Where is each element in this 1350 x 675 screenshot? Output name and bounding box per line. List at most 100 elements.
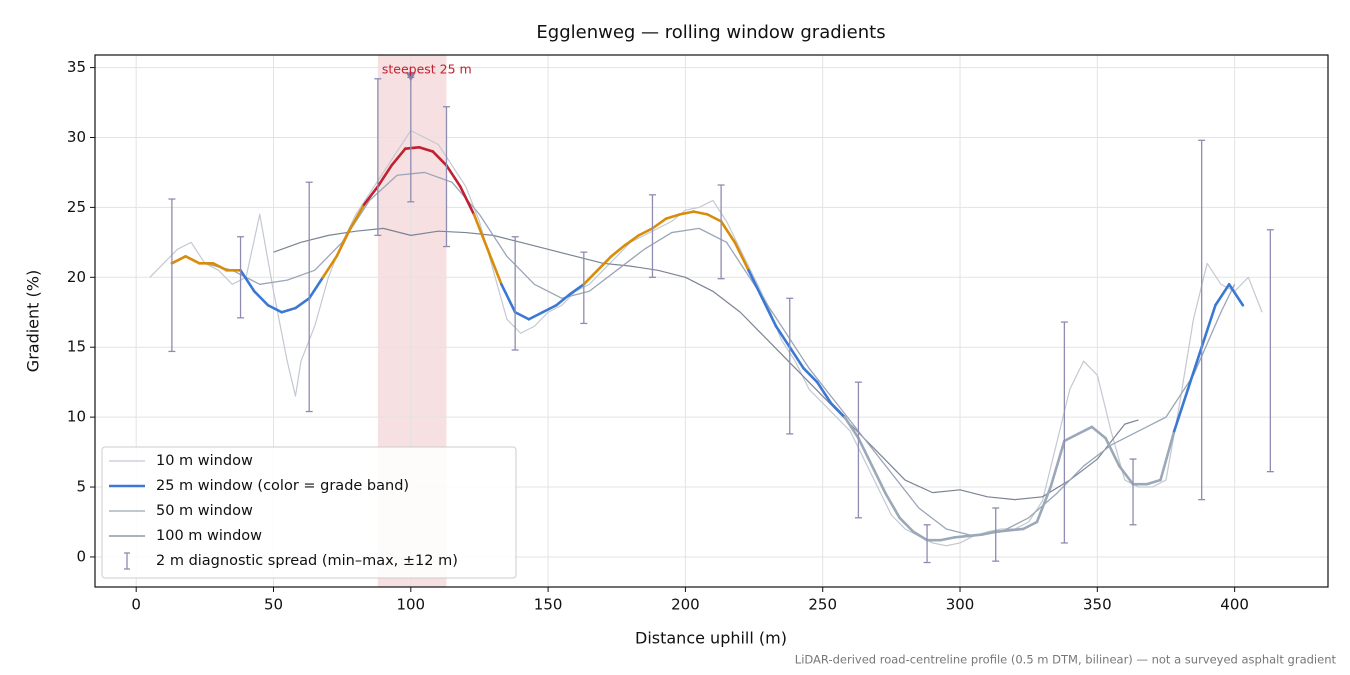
annotation: steepest 25 m bbox=[382, 62, 472, 77]
footnote: LiDAR-derived road-centreline profile (0… bbox=[795, 653, 1337, 667]
line-segment bbox=[1214, 282, 1231, 307]
line-segment bbox=[815, 380, 833, 405]
line-segment bbox=[390, 147, 407, 167]
y-tick-label: 0 bbox=[76, 547, 86, 565]
y-tick-label: 5 bbox=[76, 478, 86, 496]
line-segment bbox=[376, 164, 393, 188]
line-segment bbox=[1186, 345, 1203, 391]
line-segment bbox=[266, 303, 284, 314]
line-segment bbox=[1090, 425, 1107, 440]
x-tick-label: 150 bbox=[534, 596, 563, 614]
line-segment bbox=[582, 269, 599, 286]
line-segment bbox=[857, 436, 874, 468]
line-segment bbox=[184, 255, 201, 265]
line-segment bbox=[431, 150, 448, 167]
x-axis-label: Distance uphill (m) bbox=[635, 629, 787, 648]
line-segment bbox=[445, 164, 462, 188]
line-segment bbox=[1021, 520, 1039, 531]
line-segment bbox=[486, 248, 503, 286]
line bbox=[149, 129, 1263, 547]
line-segment bbox=[802, 366, 819, 384]
line-segment bbox=[623, 234, 641, 247]
line-segment bbox=[747, 269, 764, 300]
line-segment bbox=[417, 145, 435, 153]
line-segment bbox=[912, 530, 929, 542]
legend-label: 100 m window bbox=[156, 528, 262, 544]
line-segment bbox=[335, 227, 352, 258]
plot-frame bbox=[94, 54, 1329, 588]
line-segment bbox=[1049, 439, 1066, 489]
line-segment bbox=[788, 345, 805, 370]
x-tick-label: 100 bbox=[396, 596, 425, 614]
line-segment bbox=[761, 296, 778, 328]
steepest-marker bbox=[405, 72, 416, 82]
line-segment bbox=[280, 306, 297, 314]
line-segment bbox=[211, 262, 229, 272]
line-segment bbox=[170, 255, 187, 265]
y-axis-label: Gradient (%) bbox=[24, 270, 43, 372]
y-tick-label: 35 bbox=[67, 58, 86, 76]
line-segment bbox=[733, 241, 750, 272]
line-segment bbox=[1227, 282, 1245, 307]
line-segment bbox=[1172, 387, 1190, 433]
y-tick-label: 15 bbox=[67, 338, 86, 356]
line-segment bbox=[555, 292, 572, 307]
line-segment bbox=[692, 210, 709, 216]
line-segment bbox=[239, 269, 256, 293]
y-tick-label: 20 bbox=[67, 268, 86, 286]
line-segment bbox=[1008, 527, 1025, 532]
line-segment bbox=[472, 213, 489, 251]
line-segment bbox=[1076, 425, 1094, 436]
line-segment bbox=[500, 282, 517, 314]
y-tick-label: 25 bbox=[67, 198, 86, 216]
line-segment bbox=[568, 282, 586, 296]
line-segment bbox=[404, 145, 421, 150]
legend-label: 50 m window bbox=[156, 503, 253, 519]
line-segment bbox=[513, 310, 531, 321]
line-segment bbox=[966, 533, 984, 538]
x-tick-label: 0 bbox=[131, 596, 141, 614]
x-tick-label: 50 bbox=[264, 596, 283, 614]
line-segment bbox=[774, 324, 792, 349]
x-tick-label: 350 bbox=[1083, 596, 1112, 614]
line-segment bbox=[884, 492, 901, 520]
line-segment bbox=[1159, 429, 1176, 482]
y-tick-label: 30 bbox=[67, 128, 86, 146]
x-tick-label: 400 bbox=[1220, 596, 1249, 614]
line-segment bbox=[1200, 303, 1217, 349]
line-segment bbox=[664, 213, 682, 220]
line-segment bbox=[829, 401, 846, 419]
line bbox=[273, 227, 1139, 501]
line-segment bbox=[637, 227, 654, 237]
line-segment bbox=[458, 185, 476, 216]
line-segment bbox=[321, 255, 338, 279]
line-segment bbox=[678, 210, 695, 216]
line-segment bbox=[994, 529, 1011, 534]
x-tick-label: 250 bbox=[808, 596, 837, 614]
legend-label: 25 m window (color = grade band) bbox=[156, 478, 409, 494]
line-segment bbox=[349, 203, 366, 230]
line-segment bbox=[706, 213, 723, 223]
line-segment bbox=[980, 530, 998, 536]
line-segment bbox=[252, 289, 270, 307]
line-segment bbox=[1104, 436, 1121, 468]
line-segment bbox=[651, 217, 668, 230]
line-segment bbox=[527, 310, 544, 321]
line-segment bbox=[953, 534, 970, 539]
line-segment bbox=[843, 415, 860, 440]
legend-label: 2 m diagnostic spread (min–max, ±12 m) bbox=[156, 553, 458, 569]
x-tick-label: 200 bbox=[671, 596, 700, 614]
line-segment bbox=[1145, 478, 1162, 486]
legend-label: 10 m window bbox=[156, 453, 253, 469]
line-segment bbox=[307, 276, 325, 300]
y-tick-label: 10 bbox=[67, 408, 86, 426]
line-segment bbox=[609, 243, 627, 258]
line-segment bbox=[1035, 485, 1052, 524]
line-segment bbox=[294, 296, 311, 310]
legend-box bbox=[101, 446, 517, 579]
line-segment bbox=[870, 464, 888, 496]
line-segment bbox=[596, 255, 613, 272]
line-segment bbox=[362, 185, 380, 206]
line-segment bbox=[1118, 464, 1135, 486]
